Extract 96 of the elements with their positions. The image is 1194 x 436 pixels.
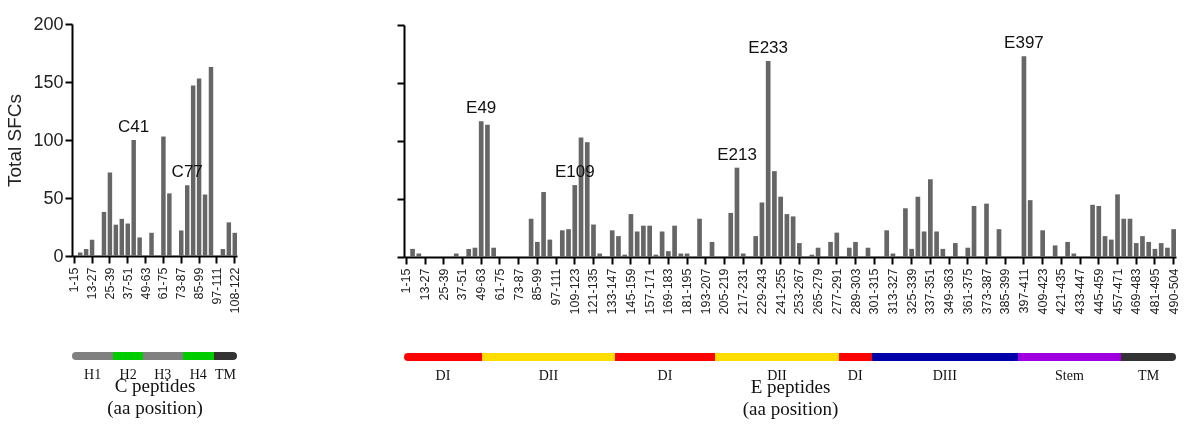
y-tick-label: 50	[43, 187, 64, 208]
bar	[208, 66, 214, 256]
x-tick-label: 253-267	[792, 268, 807, 315]
x-tick-label: 73-87	[511, 268, 526, 301]
bar	[952, 243, 958, 257]
x-tick-label: 361-375	[960, 268, 975, 315]
bar	[466, 248, 472, 257]
bar	[984, 203, 989, 257]
bar	[740, 253, 746, 257]
x-tick-label: 169-183	[661, 268, 676, 315]
bar	[809, 254, 815, 257]
bar	[83, 249, 89, 256]
x-tick-label: 313-327	[885, 268, 900, 315]
data-label: E213	[717, 144, 757, 164]
bar	[697, 218, 702, 257]
y-tick-label: 100	[33, 129, 64, 150]
x-tick-label: 108-122	[227, 267, 242, 314]
data-label: E49	[466, 98, 497, 118]
text: DII	[538, 368, 559, 384]
x-tick-label: 13-27	[418, 268, 433, 301]
x-tick-label: 397-411	[1016, 268, 1031, 314]
x-tick-label: 13-27	[85, 267, 100, 300]
y-tick-label: 150	[33, 71, 64, 92]
text: DI	[657, 368, 673, 384]
x-tick-label: 385-399	[998, 268, 1013, 315]
bar	[226, 222, 232, 256]
x-tick-label: 193-207	[698, 268, 713, 315]
text: Stem	[1055, 368, 1084, 384]
x-tick-label: 25-39	[102, 267, 117, 300]
x-tick-label: 97-111	[549, 268, 564, 306]
x-tick-label: 421-435	[1054, 268, 1069, 315]
x-tick-label: 301-315	[867, 268, 882, 315]
x-tick-label: 49-63	[138, 267, 153, 300]
y-tick-label: 200	[33, 13, 64, 34]
x-tick-label: 25-39	[436, 268, 451, 301]
x-tick-label: 133-147	[605, 268, 620, 315]
x-tick-label: 157-171	[642, 268, 657, 315]
x-tick-label: 490-504	[1166, 268, 1181, 315]
data-label: E397	[1004, 33, 1044, 53]
text: TM	[214, 367, 236, 383]
text: H4	[189, 367, 207, 382]
x-tick-label: 97-111	[209, 267, 224, 305]
text: DIII	[932, 368, 957, 384]
x-tick-label: 85-99	[530, 268, 545, 301]
bar	[884, 230, 890, 257]
bar	[1040, 230, 1045, 257]
x-tick-label: 445-459	[1091, 268, 1106, 315]
x-tick-label: 109-123	[567, 268, 582, 315]
bar	[184, 185, 190, 256]
x-tick-label: 457-471	[1110, 268, 1125, 315]
x-tick-label: 217-231	[736, 268, 751, 315]
x-tick-label: 1-15	[399, 268, 414, 294]
bar	[728, 212, 734, 257]
x-tick-label: 265-279	[811, 268, 826, 315]
x-tick-label: 349-363	[942, 268, 957, 315]
x-tick-label: 229-243	[754, 268, 769, 315]
x-tick-label: 325-339	[904, 268, 919, 315]
x-tick-label: 289-303	[848, 268, 863, 315]
data-label: E233	[748, 37, 789, 57]
bar	[753, 236, 759, 257]
x-tick-label: 433-447	[1073, 268, 1088, 315]
x-tick-label: 61-75	[492, 268, 507, 301]
bar	[179, 230, 184, 256]
bar	[1027, 200, 1033, 257]
x-tick-label: 1-15	[67, 267, 82, 293]
x-tick-label: 121-135	[586, 268, 601, 315]
x-tick-label: 73-87	[174, 267, 189, 300]
x-tick-label: 469-483	[1129, 268, 1144, 315]
x-tick-label: 481-495	[1147, 268, 1162, 315]
bar	[1065, 241, 1070, 257]
y-tick-label: 0	[53, 245, 64, 266]
x-tick-label: 277-291	[829, 268, 844, 315]
text: TM	[1138, 368, 1160, 384]
x-tick-label: 61-75	[156, 267, 171, 300]
data-label: C41	[118, 117, 150, 136]
text: DI	[435, 368, 451, 384]
x-tick-label: 241-255	[773, 268, 788, 315]
bar	[220, 249, 226, 256]
x-tick-label: 49-63	[474, 268, 489, 301]
bar	[107, 172, 113, 256]
x-tick-label: 205-219	[717, 268, 732, 315]
x-tick-label: 145-159	[623, 268, 638, 315]
text: H1	[84, 367, 102, 383]
x-tick-label: 373-387	[979, 268, 994, 315]
x-tick-label: 85-99	[192, 267, 207, 300]
x-tick-label: 337-351	[923, 268, 938, 315]
x-tick-label: 181-195	[680, 268, 695, 315]
bar	[797, 243, 802, 257]
bar	[965, 247, 971, 257]
x-tick-label: 37-51	[120, 267, 135, 300]
bar	[453, 253, 459, 257]
x-tick-label: 409-423	[1035, 268, 1050, 315]
text: DI	[847, 368, 863, 384]
bar	[149, 232, 154, 256]
y-axis-title: Total SFCs	[4, 94, 26, 187]
x-tick-label: 37-51	[455, 268, 470, 301]
